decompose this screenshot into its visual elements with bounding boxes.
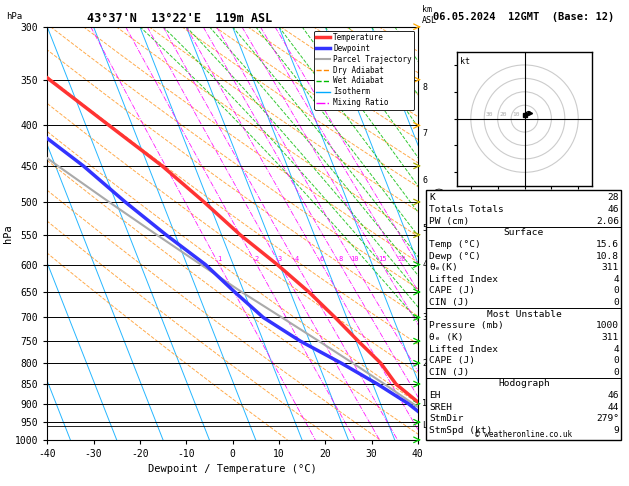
- Legend: Temperature, Dewpoint, Parcel Trajectory, Dry Adiabat, Wet Adiabat, Isotherm, Mi: Temperature, Dewpoint, Parcel Trajectory…: [314, 31, 414, 109]
- Text: 46: 46: [608, 205, 619, 214]
- Text: 9: 9: [613, 426, 619, 435]
- Text: 4: 4: [613, 275, 619, 284]
- Text: StmDir: StmDir: [430, 414, 464, 423]
- Text: 28: 28: [608, 193, 619, 202]
- Text: 8: 8: [422, 83, 427, 92]
- Text: 46: 46: [608, 391, 619, 400]
- Text: 0: 0: [613, 356, 619, 365]
- Text: 8: 8: [338, 256, 342, 262]
- Text: 4: 4: [295, 256, 299, 262]
- Text: 2.06: 2.06: [596, 217, 619, 226]
- Text: Surface: Surface: [504, 228, 544, 237]
- Text: 06.05.2024  12GMT  (Base: 12): 06.05.2024 12GMT (Base: 12): [433, 12, 615, 22]
- Text: CIN (J): CIN (J): [430, 368, 470, 377]
- Text: 15.6: 15.6: [596, 240, 619, 249]
- Text: K: K: [430, 193, 435, 202]
- Text: 3: 3: [277, 256, 282, 262]
- Text: km
ASL: km ASL: [422, 5, 437, 25]
- Text: 20: 20: [398, 256, 406, 262]
- Text: 311: 311: [602, 263, 619, 272]
- Text: 43°37'N  13°22'E  119m ASL: 43°37'N 13°22'E 119m ASL: [87, 12, 272, 25]
- Text: 0: 0: [613, 298, 619, 307]
- Text: Lifted Index: Lifted Index: [430, 345, 499, 353]
- Text: Temp (°C): Temp (°C): [430, 240, 481, 249]
- Text: 6: 6: [422, 176, 427, 185]
- Text: 44: 44: [608, 402, 619, 412]
- Text: 2: 2: [255, 256, 259, 262]
- Y-axis label: hPa: hPa: [3, 224, 13, 243]
- Text: 5: 5: [422, 224, 427, 233]
- Text: 1: 1: [217, 256, 221, 262]
- Text: 6: 6: [320, 256, 324, 262]
- Text: 4: 4: [613, 345, 619, 353]
- Text: 10.8: 10.8: [596, 252, 619, 260]
- Text: hPa: hPa: [6, 12, 23, 21]
- Text: 0: 0: [613, 286, 619, 295]
- Text: Lifted Index: Lifted Index: [430, 275, 499, 284]
- Text: Most Unstable: Most Unstable: [486, 310, 561, 319]
- Text: Dewp (°C): Dewp (°C): [430, 252, 481, 260]
- Text: θₑ (K): θₑ (K): [430, 333, 464, 342]
- Text: 10: 10: [350, 256, 359, 262]
- Text: 2: 2: [422, 359, 427, 368]
- Text: 0: 0: [613, 368, 619, 377]
- Text: 15: 15: [378, 256, 386, 262]
- Text: 4: 4: [422, 260, 427, 269]
- Text: 1: 1: [422, 399, 427, 408]
- Text: CAPE (J): CAPE (J): [430, 286, 476, 295]
- Text: θₑ(K): θₑ(K): [430, 263, 459, 272]
- Text: Hodograph: Hodograph: [498, 380, 550, 388]
- Text: StmSpd (kt): StmSpd (kt): [430, 426, 493, 435]
- Text: kt: kt: [460, 57, 470, 66]
- Text: © weatheronline.co.uk: © weatheronline.co.uk: [476, 430, 572, 439]
- Text: 279°: 279°: [596, 414, 619, 423]
- Text: 20: 20: [499, 112, 506, 117]
- Text: 1000: 1000: [596, 321, 619, 330]
- Text: EH: EH: [430, 391, 441, 400]
- Text: 311: 311: [602, 333, 619, 342]
- Text: Mixing Ratio (g/kg): Mixing Ratio (g/kg): [436, 186, 445, 281]
- Text: PW (cm): PW (cm): [430, 217, 470, 226]
- Text: CAPE (J): CAPE (J): [430, 356, 476, 365]
- Text: LCL: LCL: [422, 421, 437, 430]
- Text: SREH: SREH: [430, 402, 452, 412]
- Text: 30: 30: [486, 112, 493, 117]
- Text: 7: 7: [422, 129, 427, 139]
- X-axis label: Dewpoint / Temperature (°C): Dewpoint / Temperature (°C): [148, 465, 317, 474]
- Text: 10: 10: [513, 112, 520, 117]
- Text: Pressure (mb): Pressure (mb): [430, 321, 504, 330]
- Text: Totals Totals: Totals Totals: [430, 205, 504, 214]
- Text: 3: 3: [422, 313, 427, 322]
- Text: CIN (J): CIN (J): [430, 298, 470, 307]
